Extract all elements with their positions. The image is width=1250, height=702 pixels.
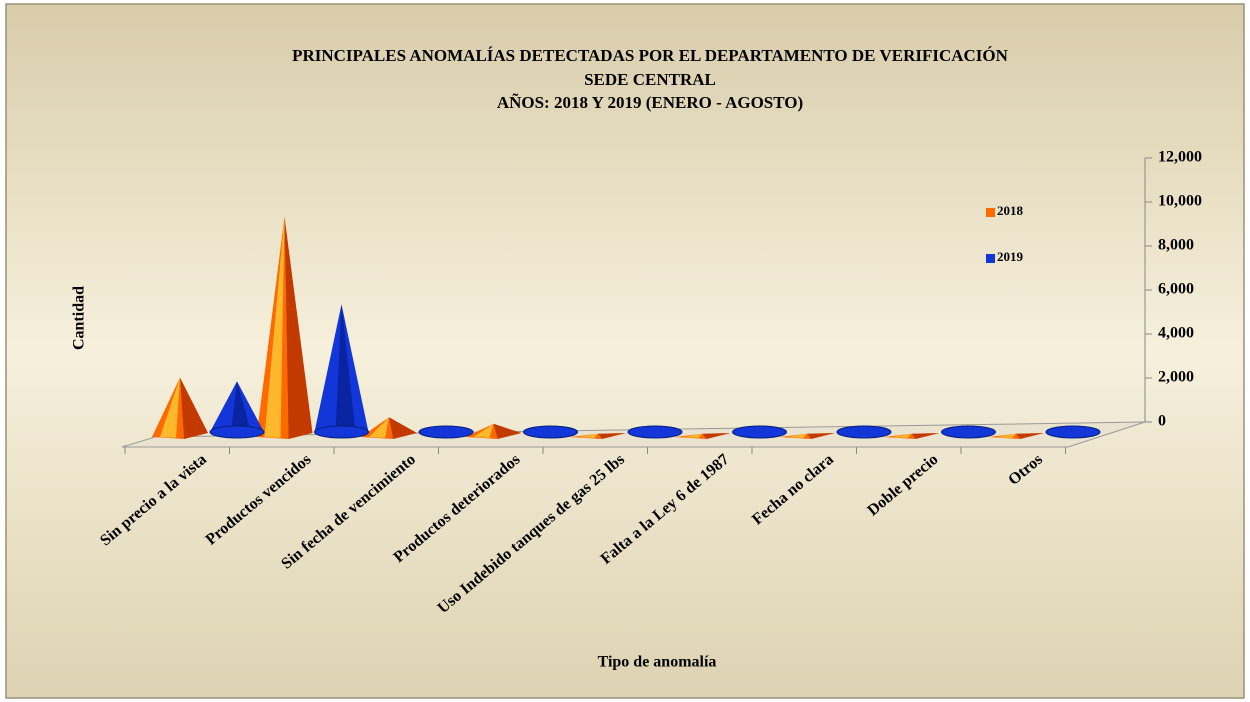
legend-swatch — [986, 208, 995, 217]
y-tick-label: 6,000 — [1158, 281, 1194, 298]
pyramid — [779, 433, 835, 439]
pyramid — [314, 304, 369, 439]
pyramid — [152, 377, 208, 439]
pyramid — [941, 425, 996, 439]
x-axis-title: Tipo de anomalía — [598, 654, 717, 671]
pyramid — [523, 425, 578, 439]
y-tick-label: 12,000 — [1158, 149, 1202, 166]
legend-label: 2018 — [997, 203, 1024, 218]
pyramid — [209, 381, 265, 439]
pyramid — [418, 425, 474, 439]
title: PRINCIPALES ANOMALÍAS DETECTADAS POR EL … — [292, 46, 1009, 65]
pyramid — [570, 433, 626, 439]
pyramid — [627, 425, 683, 439]
y-axis-title: Cantidad — [71, 286, 88, 350]
y-tick-label: 4,000 — [1158, 325, 1194, 342]
pyramid — [883, 433, 940, 439]
pyramid — [732, 425, 787, 439]
pyramid — [361, 417, 417, 439]
title: AÑOS: 2018 Y 2019 (ENERO - AGOSTO) — [497, 93, 803, 112]
y-tick-label: 10,000 — [1158, 193, 1202, 210]
pyramid — [836, 425, 892, 439]
y-tick-label: 8,000 — [1158, 237, 1194, 254]
title: SEDE CENTRAL — [584, 70, 716, 89]
legend-swatch — [986, 254, 995, 263]
pyramid — [465, 423, 522, 439]
pyramid — [1045, 425, 1101, 439]
y-tick-label: 0 — [1158, 413, 1166, 430]
y-tick-label: 2,000 — [1158, 369, 1194, 386]
pyramid — [256, 217, 313, 439]
pyramid — [674, 433, 731, 439]
legend-label: 2019 — [997, 249, 1024, 264]
background — [5, 3, 1245, 699]
pyramid — [988, 433, 1044, 439]
